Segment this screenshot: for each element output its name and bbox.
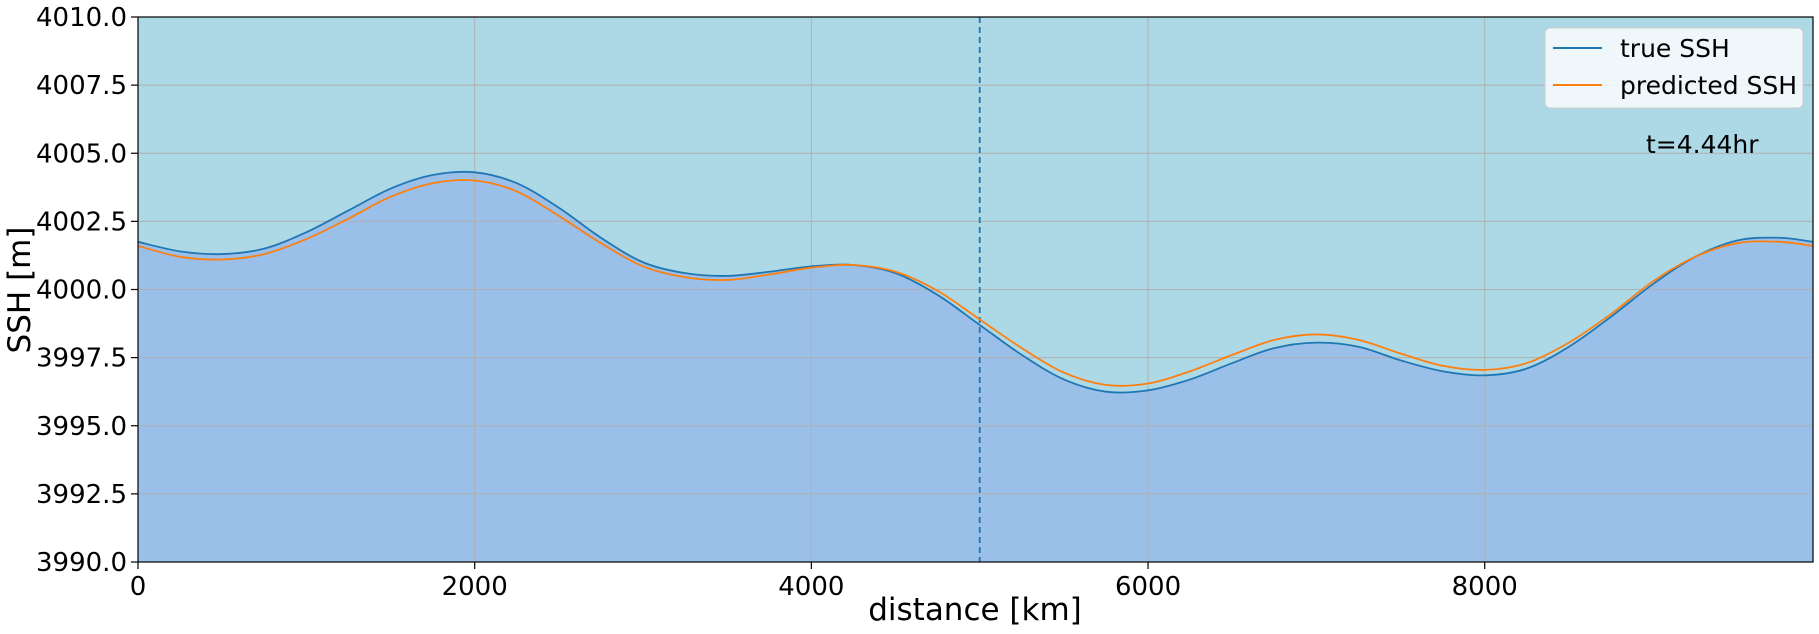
series-line-predicted-ssh: [137, 179, 1814, 387]
y-tick-label: 3992.5: [36, 480, 127, 510]
x-tick-label: 4000: [778, 572, 844, 602]
series-line-true-ssh: [137, 170, 1814, 394]
time-annotation: t=4.44hr: [1646, 130, 1759, 159]
axis-ticks: 0 2000 4000 6000 8000 3990.0 3992.5 3995.0 3997.…: [36, 3, 1518, 602]
y-tick-label: 3995.0: [36, 412, 127, 442]
x-tick-label: 8000: [1452, 572, 1518, 602]
legend: true SSH predicted SSH: [1544, 27, 1804, 109]
y-tick-label: 3990.0: [36, 548, 127, 578]
y-tick-label: 4005.0: [36, 139, 127, 169]
legend-label-predicted-ssh: predicted SSH: [1620, 71, 1797, 100]
y-axis-label: SSH [m]: [2, 227, 38, 354]
y-tick-label: 3997.5: [36, 344, 127, 374]
legend-box: [1544, 27, 1804, 109]
x-tick-label: 6000: [1115, 572, 1181, 602]
legend-label-true-ssh: true SSH: [1620, 34, 1730, 63]
y-tick-label: 4010.0: [36, 3, 127, 33]
x-tick-label: 2000: [442, 572, 508, 602]
ssh-area-fill: [138, 171, 1813, 562]
y-tick-label: 4000.0: [36, 276, 127, 306]
y-tick-label: 4007.5: [36, 71, 127, 101]
y-tick-label: 4002.5: [36, 207, 127, 237]
x-axis-label: distance [km]: [868, 592, 1082, 628]
x-tick-label: 0: [130, 572, 147, 602]
